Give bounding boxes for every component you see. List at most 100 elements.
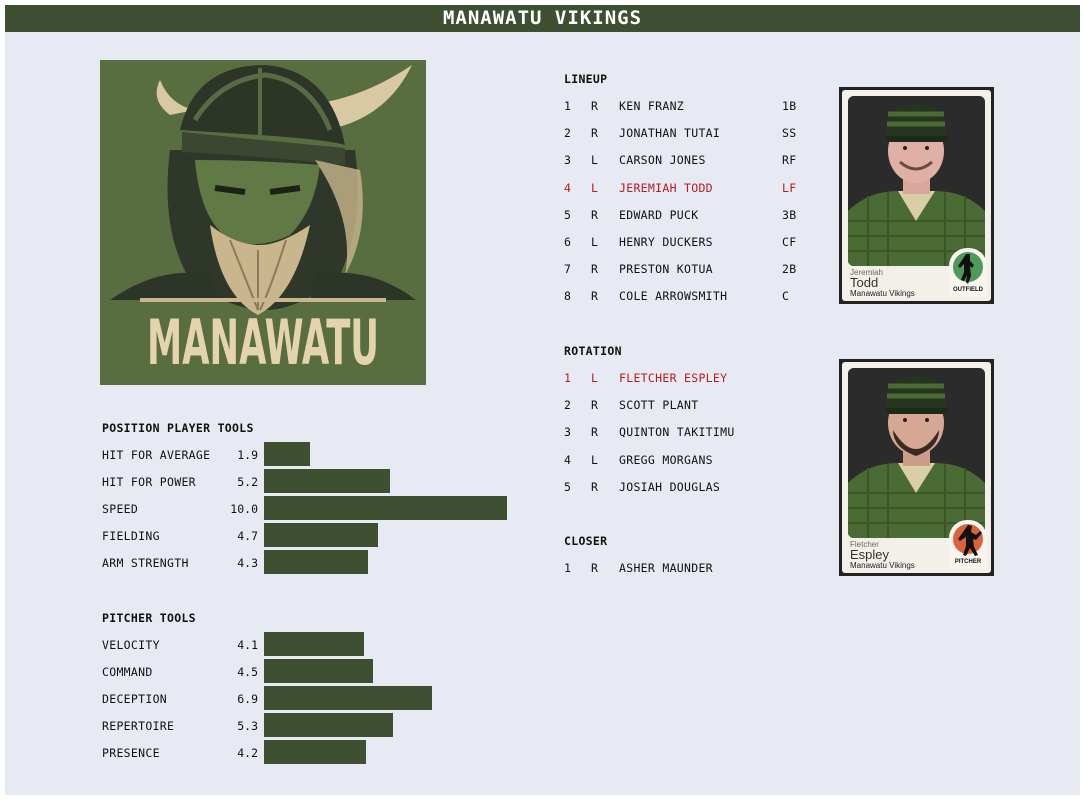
tool-label: DECEPTION (102, 692, 168, 706)
card-first-name: Jeremiah (850, 268, 883, 277)
pitcher-icon (953, 524, 983, 556)
lineup-row[interactable]: 7 R PRESTON KOTUA 2B (564, 262, 814, 276)
tool-value: 5.3 (237, 719, 258, 733)
tool-value: 5.2 (237, 475, 258, 489)
player-hand: R (591, 99, 599, 113)
rotation-row[interactable]: 4 L GREGG MORGANS (564, 453, 814, 467)
tool-label: HIT FOR AVERAGE (102, 448, 211, 462)
card-first-name: Fletcher (850, 540, 879, 549)
player-pos: CF (782, 235, 797, 249)
player-hand: R (591, 289, 599, 304)
position-badge: PITCHER (949, 520, 987, 568)
tool-label: PRESENCE (102, 746, 160, 760)
pitcher-tools-heading: PITCHER TOOLS (102, 611, 196, 625)
pitcher-card[interactable]: Fletcher Espley Manawatu Vikings PITCHER (839, 359, 994, 576)
player-hand: R (591, 207, 599, 222)
lineup-row[interactable]: 6 L HENRY DUCKERS CF (564, 235, 814, 249)
tool-bar (264, 686, 432, 710)
tool-label: VELOCITY (102, 638, 160, 652)
player-hand: R (591, 561, 599, 575)
batter-card[interactable]: Jeremiah Todd Manawatu Vikings OUTFIELD (839, 87, 994, 304)
lineup-heading: LINEUP (564, 72, 608, 86)
player-pos: 3B (782, 207, 797, 222)
tool-row: HIT FOR AVERAGE 1.9 (102, 442, 522, 466)
team-logo: MANAWATU (100, 60, 426, 385)
player-num: 3 (564, 153, 572, 168)
tool-row: REPERTOIRE 5.3 (102, 713, 522, 737)
card-last-name: Espley (850, 547, 890, 562)
rotation-row[interactable]: 5 R JOSIAH DOUGLAS (564, 480, 814, 494)
player-pos: LF (782, 180, 797, 195)
player-name: JONATHAN TUTAI (619, 126, 721, 141)
rotation-row[interactable]: 1 L FLETCHER ESPLEY (564, 371, 814, 385)
tool-bar (264, 469, 390, 493)
tool-row: SPEED 10.0 (102, 496, 522, 520)
lineup-row[interactable]: 2 R JONATHAN TUTAI SS (564, 126, 814, 140)
player-photo (848, 96, 985, 266)
tool-bar (264, 740, 366, 764)
lineup-row[interactable]: 5 R EDWARD PUCK 3B (564, 208, 814, 222)
player-name: GREGG MORGANS (619, 452, 713, 467)
player-pos: 1B (782, 99, 797, 113)
team-page: MANAWATU VIKINGS (5, 5, 1080, 795)
player-hand: L (591, 235, 599, 249)
tool-row: FIELDING 4.7 (102, 523, 522, 547)
player-name: PRESTON KOTUA (619, 262, 713, 277)
lineup-row[interactable]: 4 L JEREMIAH TODD LF (564, 181, 814, 195)
player-name: JEREMIAH TODD (619, 180, 713, 195)
player-pos: C (782, 289, 790, 304)
tool-row: PRESENCE 4.2 (102, 740, 522, 764)
card-team-name: Manawatu Vikings (850, 289, 915, 298)
player-name: HENRY DUCKERS (619, 235, 713, 249)
player-hand: R (591, 425, 599, 440)
player-num: 4 (564, 452, 572, 467)
tool-label: HIT FOR POWER (102, 475, 196, 489)
rotation-heading: ROTATION (564, 344, 622, 358)
lineup-row[interactable]: 8 R COLE ARROWSMITH C (564, 289, 814, 303)
lineup-row[interactable]: 3 L CARSON JONES RF (564, 153, 814, 167)
tool-row: COMMAND 4.5 (102, 659, 522, 683)
player-num: 1 (564, 99, 572, 113)
tool-value: 4.1 (237, 638, 258, 652)
player-hand: L (591, 153, 599, 168)
player-photo (848, 368, 985, 538)
player-hand: L (591, 180, 599, 195)
player-name: EDWARD PUCK (619, 207, 699, 222)
tool-label: COMMAND (102, 665, 153, 679)
player-name: QUINTON TAKITIMU (619, 425, 735, 440)
lineup-row[interactable]: 1 R KEN FRANZ 1B (564, 99, 814, 113)
tool-value: 1.9 (237, 448, 258, 462)
player-num: 1 (564, 561, 572, 575)
rotation-row[interactable]: 3 R QUINTON TAKITIMU (564, 425, 814, 439)
tool-bar (264, 523, 378, 547)
tool-value: 10.0 (230, 502, 258, 516)
player-num: 3 (564, 425, 572, 440)
tool-value: 4.7 (237, 529, 258, 543)
player-name: COLE ARROWSMITH (619, 289, 728, 304)
tool-label: REPERTOIRE (102, 719, 175, 733)
outfielder-icon (953, 252, 983, 284)
tool-bar (264, 632, 364, 656)
player-num: 6 (564, 235, 572, 249)
player-pos: RF (782, 153, 797, 168)
player-pos: 2B (782, 262, 797, 277)
closer-row[interactable]: 1 R ASHER MAUNDER (564, 561, 814, 575)
player-num: 7 (564, 262, 572, 277)
player-name: KEN FRANZ (619, 99, 685, 113)
tool-label: FIELDING (102, 529, 160, 543)
player-name: FLETCHER ESPLEY (619, 371, 728, 385)
player-name: JOSIAH DOUGLAS (619, 479, 721, 494)
player-hand: R (591, 126, 599, 141)
player-hand: R (591, 479, 599, 494)
player-hand: L (591, 452, 599, 467)
card-last-name: Todd (850, 275, 879, 290)
rotation-row[interactable]: 2 R SCOTT PLANT (564, 398, 814, 412)
position-badge: OUTFIELD (949, 248, 987, 296)
tool-label: SPEED (102, 502, 139, 516)
card-role-label: OUTFIELD (953, 287, 983, 293)
tool-label: ARM STRENGTH (102, 556, 189, 570)
player-num: 8 (564, 289, 572, 304)
tool-value: 6.9 (237, 692, 258, 706)
closer-heading: CLOSER (564, 534, 608, 548)
player-name: CARSON JONES (619, 153, 706, 168)
